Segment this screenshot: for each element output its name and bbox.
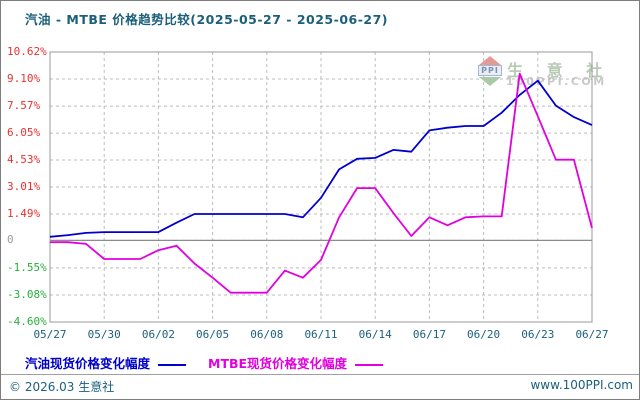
legend-label-mtbe: MTBE现货价格变化幅度 <box>208 356 348 371</box>
x-axis-label: 06/11 <box>304 328 338 341</box>
chart-title: 汽油 - MTBE 价格趋势比较(2025-05-27 - 2025-06-27… <box>25 12 389 27</box>
x-axis-label: 06/14 <box>358 328 392 341</box>
footer-divider <box>1 374 639 375</box>
y-axis-label: 9.10% <box>7 71 41 85</box>
series-line-1 <box>50 72 593 294</box>
series-line-0 <box>49 79 593 238</box>
y-axis-label: 6.05% <box>7 126 41 140</box>
legend: 汽油现货价格变化幅度 MTBE现货价格变化幅度 <box>25 353 401 372</box>
y-axis-label: 10.62% <box>7 45 47 58</box>
x-axis-label: 05/27 <box>33 328 67 341</box>
x-axis-label: 06/08 <box>250 328 284 341</box>
x-axis-label: 06/17 <box>412 328 446 341</box>
y-axis-label: -1.55% <box>7 260 47 274</box>
y-axis-label: -3.08% <box>7 288 47 302</box>
legend-label-gasoline: 汽油现货价格变化幅度 <box>25 356 151 371</box>
y-axis-label: -4.60% <box>7 315 47 328</box>
y-axis-label: 1.49% <box>7 206 41 220</box>
y-axis-label: 3.01% <box>7 180 41 193</box>
y-axis-label: 4.53% <box>7 153 41 167</box>
legend-line-gasoline <box>158 363 187 366</box>
y-axis-label: 0 <box>7 233 14 247</box>
x-axis-label: 06/02 <box>141 328 175 341</box>
logo-triangle-down <box>479 77 501 86</box>
x-axis-label: 06/05 <box>196 328 230 341</box>
x-axis-label: 05/30 <box>87 328 121 341</box>
footer-copyright: © 2026.03 生意社 <box>9 380 115 394</box>
logo-triangle-up <box>479 56 501 65</box>
x-axis-label: 06/27 <box>575 328 609 341</box>
watermark-brand: 生 意 社 <box>507 61 612 80</box>
x-axis-label: 06/23 <box>521 328 555 341</box>
plot-border <box>49 51 593 323</box>
x-axis-label: 06/20 <box>467 328 501 341</box>
logo-ppi-text: PPI <box>478 65 502 76</box>
legend-line-mtbe <box>355 363 384 366</box>
watermark-domain: 100PPI.COM <box>506 75 607 88</box>
legend-item-mtbe: MTBE现货价格变化幅度 <box>208 353 384 372</box>
y-axis-label: 7.57% <box>7 99 41 113</box>
legend-item-gasoline: 汽油现货价格变化幅度 <box>25 353 187 372</box>
ppi-logo-icon: PPI <box>478 56 502 86</box>
footer-site-link[interactable]: www.100PPI.com <box>530 378 633 392</box>
